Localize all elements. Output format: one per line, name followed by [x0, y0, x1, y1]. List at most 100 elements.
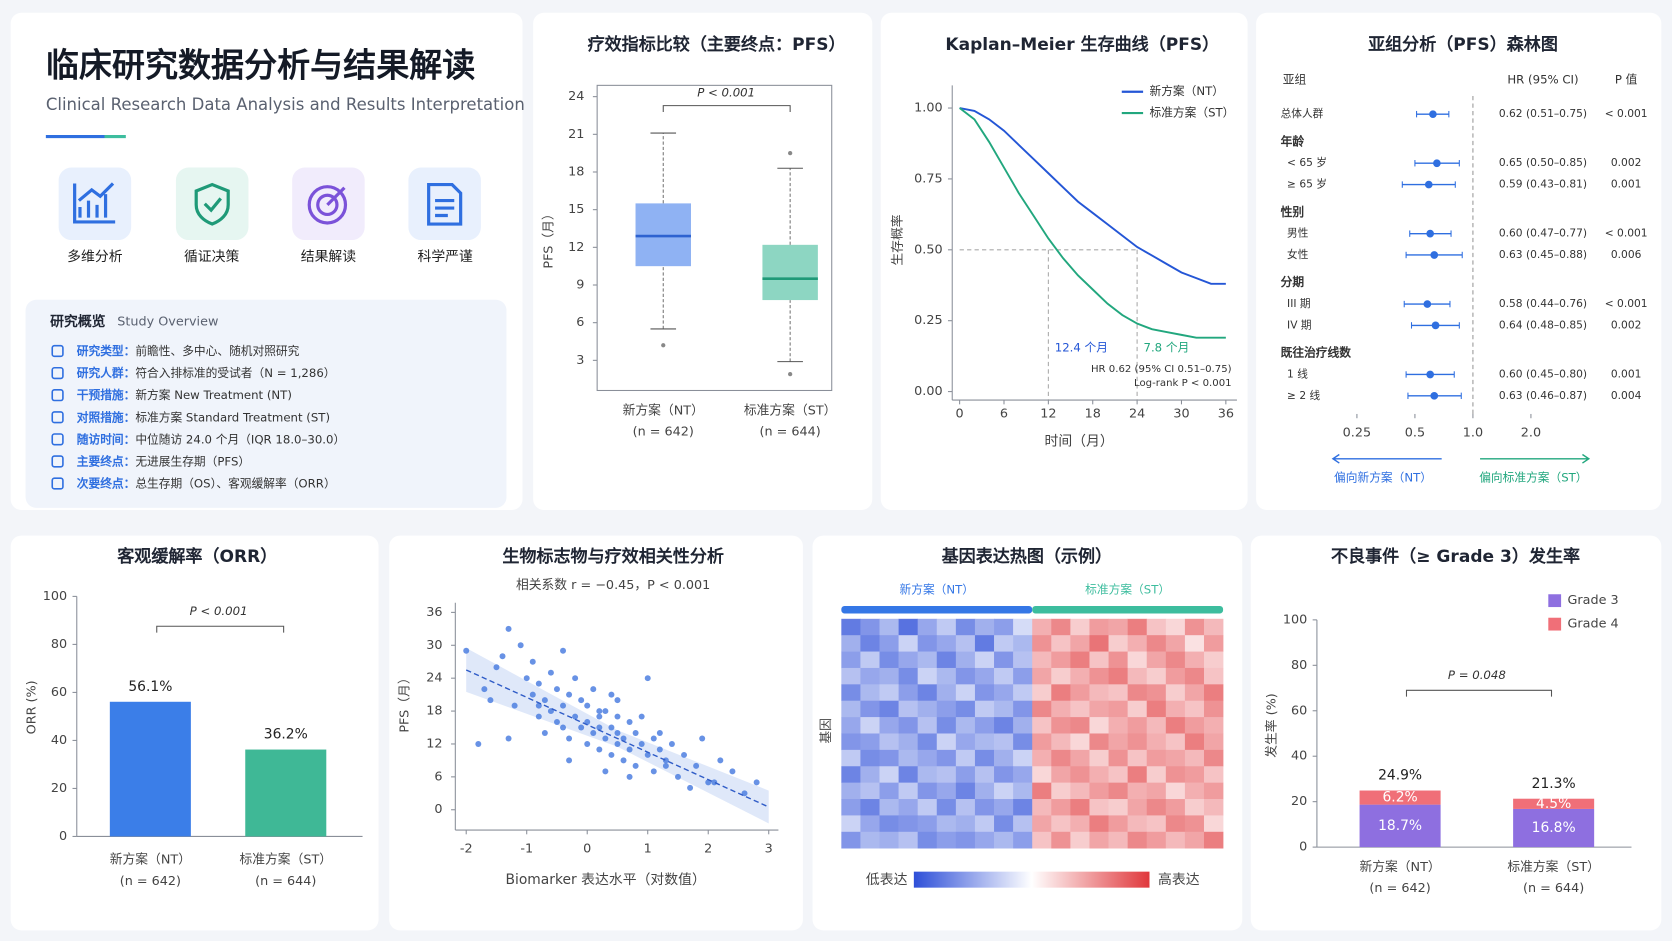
item-icon	[51, 433, 64, 446]
heat-cell	[1146, 684, 1167, 702]
heat-cell	[936, 667, 957, 685]
heat-cell	[1032, 733, 1052, 751]
point	[511, 702, 518, 709]
icon	[307, 185, 348, 225]
heat-cell	[1184, 831, 1205, 849]
heat-cell	[955, 749, 976, 767]
point	[596, 724, 603, 731]
panel	[533, 12, 873, 510]
heat-cell	[1127, 618, 1148, 636]
heat-cell	[1184, 635, 1205, 652]
heat-cell	[1032, 651, 1052, 669]
x-sublabel: (n = 642)	[1369, 881, 1430, 896]
heat-cell	[1013, 700, 1033, 718]
heat-cell	[955, 635, 976, 652]
y-tick-label: 6	[576, 315, 584, 330]
heat-cell	[1108, 651, 1128, 669]
point	[681, 751, 688, 758]
p-value: 0.001	[1611, 178, 1642, 191]
x-tick-label: 3	[765, 842, 773, 857]
point	[529, 658, 536, 665]
heat-cell	[994, 651, 1014, 669]
hr-point	[1430, 251, 1439, 259]
heat-cell	[1051, 635, 1071, 652]
y-axis-label: PFS（月）	[398, 671, 413, 732]
item-label: 干预措施：	[77, 388, 136, 402]
heat-cell	[1184, 782, 1205, 800]
heat-cell	[1070, 700, 1090, 718]
panel	[1256, 12, 1662, 510]
point	[614, 730, 621, 736]
heat-cell	[1127, 717, 1148, 734]
y-tick-label: 12	[568, 240, 584, 255]
icon	[316, 193, 339, 217]
y-tick-label: 60	[51, 685, 67, 700]
ci-label: 0.58 (0.44–0.76)	[1499, 297, 1587, 310]
y-tick-label: 0.00	[914, 384, 942, 399]
heat-cell	[860, 815, 880, 833]
item-label: 随访时间：	[77, 432, 136, 446]
heat-cell	[1051, 831, 1071, 849]
heat-cell	[917, 667, 938, 685]
heat-cell	[994, 831, 1014, 849]
p-value: 0.001	[1611, 367, 1642, 380]
heat-cell	[1013, 618, 1033, 636]
heat-cell	[917, 700, 938, 718]
heat-cell	[1108, 717, 1128, 734]
x-tick-label: 36	[1218, 406, 1234, 421]
heat-cell	[955, 651, 976, 669]
legend-swatch	[1548, 617, 1562, 631]
heat-cell	[1146, 700, 1167, 718]
point	[602, 708, 609, 715]
p-value: < 0.001	[1605, 227, 1648, 240]
item-text: 中位随访 24.0 个月（IQR 18.0–30.0）	[135, 432, 345, 446]
heat-cell	[1184, 815, 1205, 833]
heat-cell	[1127, 684, 1148, 702]
heat-cell	[1184, 733, 1205, 751]
x-tick-label: 24	[1129, 406, 1145, 421]
heat-cell	[1165, 684, 1186, 702]
heat-cell	[936, 700, 957, 718]
y-axis-label: 发生率 (%)	[1264, 693, 1280, 758]
page-title: 临床研究数据分析与结果解读	[46, 46, 476, 85]
panel	[880, 12, 1248, 510]
survival-curve	[959, 107, 1226, 285]
heat-cell	[860, 651, 880, 669]
heat-cell	[1108, 799, 1128, 816]
outlier	[788, 151, 793, 156]
chart-title: Kaplan–Meier 生存曲线（PFS）	[945, 34, 1219, 55]
y-axis-label: ORR (%)	[24, 680, 39, 734]
point	[505, 625, 512, 632]
x-tick-label: 0.5	[1405, 426, 1425, 441]
point	[614, 713, 621, 720]
point	[566, 735, 573, 742]
overview-item: 主要终点：无进展生存期（PFS）	[77, 454, 250, 468]
heat-cell	[841, 684, 861, 702]
heat-cell	[917, 717, 938, 734]
chart-title: 客观缓解率（ORR）	[116, 546, 277, 567]
heat-cell	[1127, 782, 1148, 800]
group-label: 新方案（NT）	[900, 582, 975, 596]
heat-cell	[1051, 815, 1071, 833]
scale-label: 高表达	[1158, 871, 1200, 888]
point	[505, 735, 512, 742]
x-tick-label: 新方案（NT）	[110, 851, 191, 867]
heat-cell	[917, 799, 938, 816]
y-tick-label: 20	[1291, 794, 1307, 809]
heat-cell	[974, 733, 995, 751]
heat-cell	[955, 618, 976, 636]
y-tick-label: 0	[1299, 840, 1307, 855]
y-tick-label: 0.50	[914, 242, 942, 257]
heat-cell	[1165, 733, 1186, 751]
heat-cell	[1184, 684, 1205, 702]
feature-label: 多维分析	[67, 248, 123, 265]
heat-cell	[860, 782, 880, 800]
heat-cell	[1108, 831, 1128, 849]
heat-cell	[955, 667, 976, 685]
heat-cell	[1051, 618, 1071, 636]
chart-title: 生物标志物与疗效相关性分析	[502, 546, 724, 567]
heat-cell	[1089, 651, 1109, 669]
point	[674, 773, 681, 780]
heat-cell	[1032, 684, 1052, 702]
